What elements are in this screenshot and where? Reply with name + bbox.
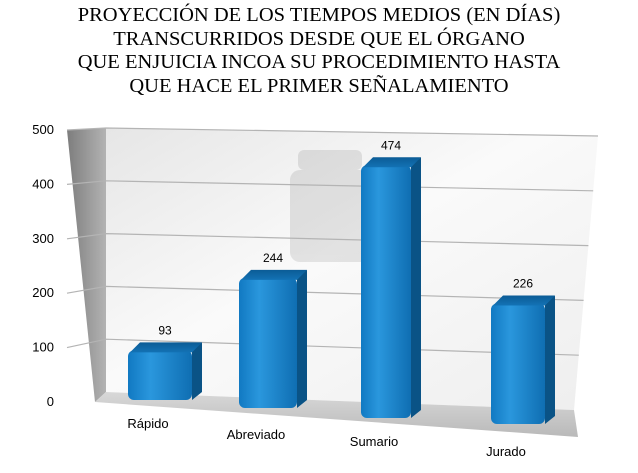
y-tick-label: 200 <box>32 285 54 300</box>
chart-title: PROYECCIÓN DE LOS TIEMPOS MEDIOS (EN DÍA… <box>0 4 638 98</box>
bar-front-face <box>361 165 411 418</box>
bar-front-face <box>128 350 192 400</box>
chart-title-line: QUE HACE EL PRIMER SEÑALAMIENTO <box>129 74 509 97</box>
chart-title-line: PROYECCIÓN DE LOS TIEMPOS MEDIOS (EN DÍA… <box>77 4 561 26</box>
y-axis: 0 100 200 300 400 500 <box>32 122 54 409</box>
watermark-seal <box>290 150 370 262</box>
bar-side-face <box>545 295 555 424</box>
gridline <box>66 127 599 137</box>
bar-top-face <box>363 157 421 168</box>
data-label: 226 <box>513 277 533 291</box>
bar-top-face <box>130 342 202 353</box>
x-category-label: Jurado <box>486 444 526 459</box>
gridlines <box>66 127 599 356</box>
x-category-label: Rápido <box>127 416 168 431</box>
bar <box>239 269 307 408</box>
bar <box>491 295 555 424</box>
side-wall <box>67 128 106 402</box>
bar <box>128 342 202 400</box>
bar-top-face <box>493 295 555 306</box>
bar-front-face <box>239 277 297 408</box>
gridline <box>66 232 589 247</box>
bars: 93 244 474 226 <box>128 138 555 424</box>
data-label: 474 <box>381 138 401 152</box>
y-tick-label: 100 <box>32 340 54 355</box>
chart-walls <box>67 128 598 437</box>
bar-side-face <box>192 342 202 400</box>
floor <box>95 392 578 437</box>
bar-side-face <box>411 157 421 418</box>
bar-top-face <box>241 269 307 280</box>
data-label: 244 <box>263 251 283 265</box>
chart-title-line: TRANSCURRIDOS DESDE QUE EL ÓRGANO <box>113 27 525 50</box>
x-category-label: Sumario <box>350 434 398 449</box>
chart-title-line: QUE ENJUICIA INCOA SU PROCEDIMIENTO HAST… <box>77 51 561 73</box>
y-tick-label: 0 <box>47 394 54 409</box>
gridline <box>66 285 584 301</box>
bar-front-face <box>491 303 545 424</box>
y-tick-label: 500 <box>32 122 54 137</box>
x-category-label: Abreviado <box>227 427 286 442</box>
x-axis: Rápido Abreviado Sumario Jurado <box>127 416 525 459</box>
y-tick-label: 300 <box>32 231 54 246</box>
bar-side-face <box>297 269 307 408</box>
y-tick-label: 400 <box>32 176 54 191</box>
back-wall <box>106 128 598 410</box>
data-label: 93 <box>158 323 172 337</box>
gridline <box>66 338 579 356</box>
gridline <box>66 180 594 192</box>
bar <box>361 157 421 418</box>
